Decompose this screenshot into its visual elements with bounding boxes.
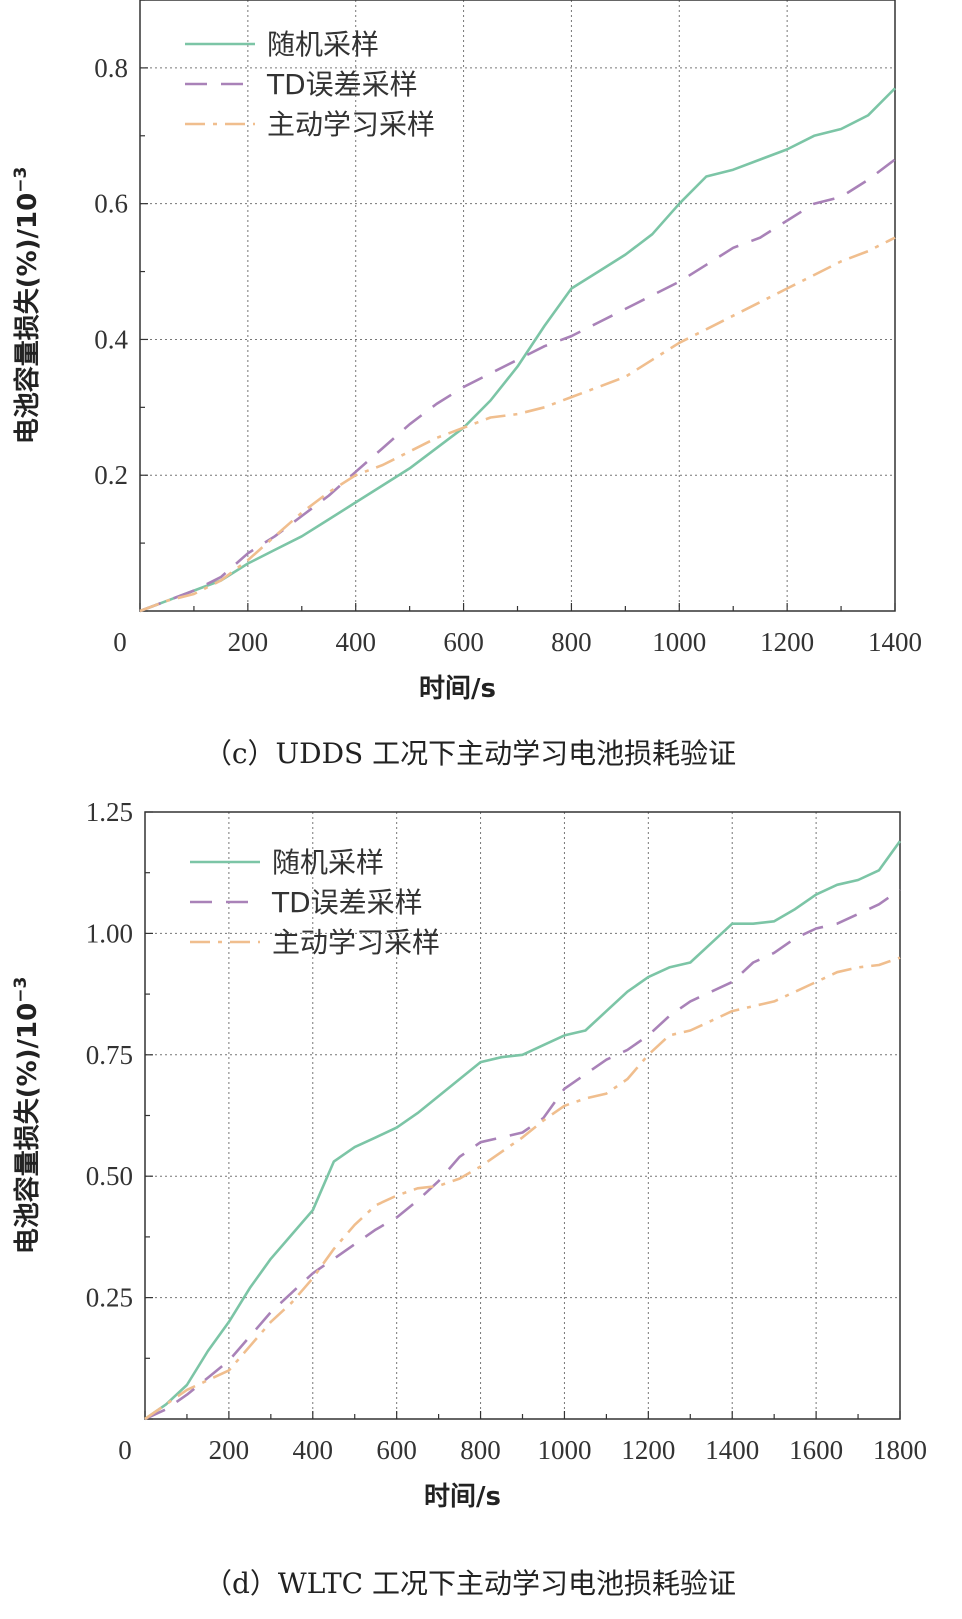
x-tick-label: 200 xyxy=(228,627,269,657)
chart-d: 0 200 400 600 800 1000 1200 1400 1600 1800 0.25 0.5… xyxy=(11,797,927,1600)
x-tick-label: 600 xyxy=(443,627,484,657)
x-tick-label: 800 xyxy=(551,627,592,657)
legend-label-3: 主动学习采样 xyxy=(272,926,440,959)
x-tick-label: 1400 xyxy=(868,627,922,657)
series-line-1 xyxy=(139,87,896,613)
y-tick-label: 0.2 xyxy=(94,460,128,490)
x-tick-label: 200 xyxy=(209,1435,250,1465)
x-tick-label: 1600 xyxy=(789,1435,843,1465)
y-tick-label: 0.75 xyxy=(86,1040,133,1070)
figure-caption: （c）UDDS 工况下主动学习电池损耗验证 xyxy=(204,737,736,770)
series-line-1 xyxy=(144,840,902,1421)
legend-label-2: TD误差采样 xyxy=(271,886,423,919)
legend-label-1: 随机采样 xyxy=(272,846,384,879)
y-tick-label: 0.8 xyxy=(94,53,128,83)
x-tick-label: 1400 xyxy=(705,1435,759,1465)
plot-frame xyxy=(144,811,901,1420)
x-tick-label: 400 xyxy=(293,1435,334,1465)
legend-label-2: TD误差采样 xyxy=(266,68,418,101)
x-tick-label: 0 xyxy=(113,627,127,657)
x-tick-label: 600 xyxy=(376,1435,417,1465)
y-tick-label: 0.4 xyxy=(94,324,128,354)
x-tick-label: 1800 xyxy=(873,1435,927,1465)
y-axis-label-exponent: −3 xyxy=(11,167,31,193)
x-tick-label: 1000 xyxy=(652,627,706,657)
legend-label-1: 随机采样 xyxy=(267,28,379,61)
x-axis-label: 时间/s xyxy=(419,674,496,704)
y-tick-label: 0.6 xyxy=(94,189,128,219)
y-tick-label: 0.25 xyxy=(86,1283,133,1313)
x-tick-label: 1200 xyxy=(760,627,814,657)
y-tick-label: 0.50 xyxy=(86,1161,133,1191)
series-line-3 xyxy=(139,236,896,613)
y-axis-label: 电池容量损失(%)/10−3 xyxy=(11,167,43,445)
legend-label-3: 主动学习采样 xyxy=(267,108,435,141)
plot-frame xyxy=(139,0,896,612)
x-tick-label: 1200 xyxy=(621,1435,675,1465)
figure-caption: （d）WLTC 工况下主动学习电池损耗验证 xyxy=(204,1567,736,1600)
series-line-2 xyxy=(144,888,901,1421)
x-tick-label: 400 xyxy=(335,627,376,657)
y-axis-label: 电池容量损失(%)/10−3 xyxy=(11,977,43,1255)
chart-c: 0 200 400 600 800 1000 1200 1400 0.2 0.4 0.6 0.8 时间/… xyxy=(11,0,922,770)
x-tick-label: 0 xyxy=(118,1435,132,1465)
x-axis-label: 时间/s xyxy=(424,1482,501,1512)
y-tick-label: 1.00 xyxy=(86,918,133,948)
x-tick-label: 1000 xyxy=(537,1435,591,1465)
y-tick-label: 1.25 xyxy=(86,797,133,827)
y-axis-label-exponent: −3 xyxy=(11,977,31,1003)
series-line-3 xyxy=(144,956,901,1421)
series-line-2 xyxy=(139,158,896,613)
x-tick-label: 800 xyxy=(460,1435,501,1465)
